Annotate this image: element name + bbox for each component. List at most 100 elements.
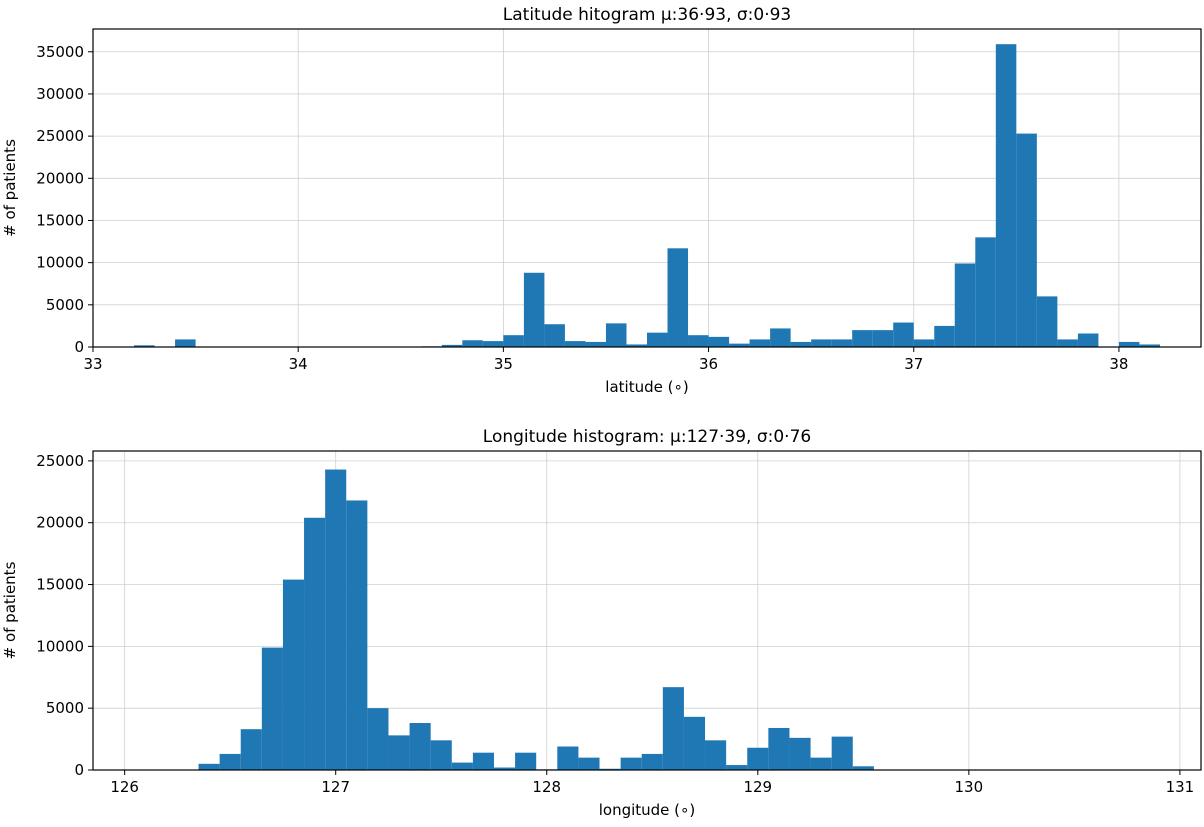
- longitude-bar: [662, 687, 684, 770]
- longitude-bar: [346, 500, 368, 770]
- latitude-bar: [954, 263, 976, 347]
- longitude-bar: [451, 762, 473, 770]
- longitude-y-axis-label: # of patients: [1, 561, 19, 659]
- longitude-histogram-chart: 126 127 128 129 130 131 0 5000 10000 15000 20000 25…: [1, 427, 1202, 819]
- longitude-bar: [240, 729, 262, 770]
- longitude-bar: [578, 757, 600, 770]
- latitude-bar: [1139, 344, 1160, 347]
- longitude-bar: [557, 746, 579, 770]
- longitude-x-axis-label: longitude (∘): [599, 801, 696, 819]
- latitude-y-tick-label: 20000: [36, 169, 84, 187]
- latitude-bar: [503, 335, 524, 347]
- longitude-y-tick-label: 15000: [36, 576, 84, 594]
- latitude-bar: [790, 341, 812, 347]
- longitude-bar: [726, 765, 748, 770]
- latitude-bar: [708, 336, 730, 347]
- longitude-bar: [852, 766, 874, 770]
- latitude-bar: [1016, 133, 1037, 347]
- latitude-histogram-chart: 33 34 35 36 37 38 0 5000 10000 15000 20000 25000 300…: [1, 5, 1202, 396]
- longitude-bar: [493, 767, 516, 770]
- longitude-x-tick-label: 129: [743, 778, 772, 796]
- latitude-y-tick-label: 15000: [36, 211, 84, 229]
- longitude-bar: [641, 753, 663, 770]
- longitude-bar: [831, 736, 853, 770]
- longitude-x-tick-label: 131: [1166, 778, 1195, 796]
- latitude-bar: [852, 330, 873, 347]
- longitude-y-tick-label: 20000: [36, 514, 84, 532]
- latitude-y-tick-label: 25000: [36, 127, 84, 145]
- longitude-x-tick-label: 126: [110, 778, 139, 796]
- latitude-x-tick-label: 37: [904, 355, 923, 373]
- longitude-x-tick-label: 130: [955, 778, 984, 796]
- longitude-bar: [747, 747, 769, 770]
- latitude-bar: [605, 323, 627, 347]
- latitude-bar: [1077, 333, 1099, 347]
- longitude-y-tick-label: 5000: [46, 699, 84, 717]
- latitude-y-tick-label: 5000: [46, 296, 84, 314]
- latitude-x-tick-label: 35: [494, 355, 513, 373]
- latitude-bar: [770, 328, 791, 347]
- latitude-bar: [749, 339, 771, 347]
- longitude-y-tick-label: 0: [74, 761, 84, 779]
- latitude-bar: [134, 345, 155, 347]
- longitude-bar: [367, 708, 389, 770]
- latitude-bar: [688, 335, 709, 347]
- longitude-y-tick-label: 10000: [36, 637, 84, 655]
- latitude-x-tick-label: 33: [83, 355, 102, 373]
- latitude-bar: [995, 44, 1017, 348]
- longitude-bar: [325, 469, 347, 770]
- longitude-x-tick-label: 127: [321, 778, 350, 796]
- longitude-bar: [515, 752, 537, 770]
- latitude-bar: [441, 344, 463, 347]
- latitude-x-tick-label: 38: [1109, 355, 1128, 373]
- latitude-bar: [934, 325, 955, 347]
- latitude-y-tick-label: 35000: [36, 43, 84, 61]
- latitude-bar: [975, 237, 996, 347]
- latitude-bar: [585, 341, 606, 347]
- longitude-bar: [219, 753, 241, 770]
- latitude-y-axis-label: # of patients: [1, 139, 19, 237]
- latitude-bar: [831, 339, 853, 347]
- longitude-bar: [810, 757, 832, 770]
- latitude-bar: [175, 339, 196, 347]
- longitude-bar: [282, 579, 305, 770]
- latitude-y-tick-label: 0: [74, 338, 84, 356]
- latitude-bar: [1118, 341, 1140, 347]
- latitude-y-tick-label: 10000: [36, 254, 84, 272]
- latitude-bar: [482, 341, 504, 347]
- longitude-bar: [620, 757, 642, 770]
- latitude-bar: [667, 248, 689, 347]
- longitude-y-tick-label: 25000: [36, 452, 84, 470]
- longitude-bar: [789, 737, 811, 770]
- latitude-chart-title: Latitude hitogram μ:36·93, σ:0·93: [503, 5, 791, 25]
- latitude-axes-frame: [92, 28, 1202, 348]
- longitude-bar: [768, 727, 790, 770]
- latitude-bar: [626, 344, 647, 347]
- latitude-bar: [1036, 296, 1058, 347]
- longitude-axes-frame: [92, 450, 1202, 771]
- latitude-bar: [564, 341, 586, 347]
- longitude-bar: [683, 716, 706, 770]
- latitude-bar: [523, 272, 545, 347]
- latitude-x-tick-label: 34: [289, 355, 308, 373]
- latitude-bar: [872, 330, 894, 347]
- latitude-bar: [462, 340, 483, 347]
- longitude-bar: [472, 752, 494, 770]
- latitude-y-tick-label: 30000: [36, 85, 84, 103]
- latitude-bar: [811, 339, 832, 347]
- latitude-bar: [913, 339, 935, 347]
- longitude-bar: [198, 763, 220, 770]
- longitude-bar: [599, 768, 621, 770]
- longitude-bar: [430, 740, 452, 770]
- latitude-bar: [893, 322, 914, 347]
- longitude-bar: [388, 735, 410, 770]
- longitude-bar: [705, 740, 727, 770]
- longitude-bar: [304, 517, 326, 770]
- longitude-x-tick-label: 128: [532, 778, 561, 796]
- latitude-bar: [544, 324, 565, 347]
- latitude-bar: [729, 343, 750, 347]
- longitude-chart-title: Longitude histogram: μ:127·39, σ:0·76: [483, 427, 811, 447]
- latitude-bar: [1057, 339, 1078, 347]
- latitude-x-axis-label: latitude (∘): [605, 378, 688, 396]
